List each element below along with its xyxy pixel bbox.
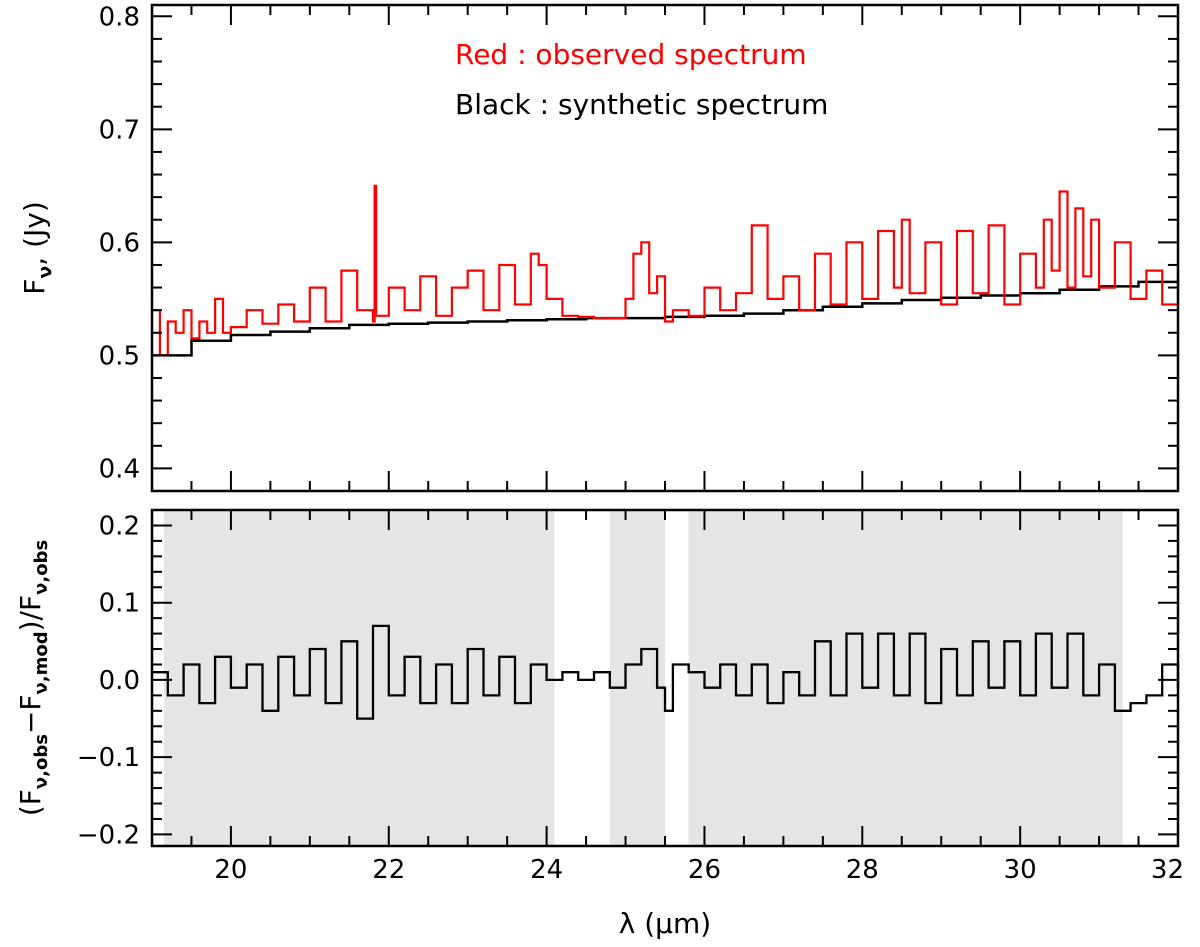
x-tick-label: 24 xyxy=(530,855,563,885)
bottom-y-tick-label: −0.1 xyxy=(77,743,140,773)
legend-synthetic: Black : synthetic spectrum xyxy=(455,88,828,121)
series-line-residual xyxy=(152,624,1180,720)
top-y-tick-label: 0.7 xyxy=(99,115,140,145)
bottom-plot-frame xyxy=(150,508,1180,848)
bottom-ylabel-text: (Fν,obs−Fν,mod)/Fν,obs xyxy=(14,540,52,816)
bottom-y-tick-label: 0.1 xyxy=(99,589,140,619)
top-series-layer xyxy=(152,184,1180,357)
top-panel: 0.40.50.60.70.8 Red : observed spectrum … xyxy=(18,2,1180,493)
top-y-tick-label: 0.6 xyxy=(99,228,140,258)
bottom-ticks-layer xyxy=(151,510,1179,846)
shaded-fit-region xyxy=(163,510,555,846)
series-line-observed-spectrum xyxy=(152,184,1180,357)
bottom-y-tick-label: 0.0 xyxy=(99,666,140,696)
shaded-fit-region xyxy=(609,510,665,846)
bottom-y-tick-label: 0.2 xyxy=(99,511,140,541)
x-tick-label: 32 xyxy=(1151,855,1184,885)
top-y-tick-label: 0.8 xyxy=(99,2,140,32)
top-ylabel: Fν, (Jy) xyxy=(18,201,56,295)
top-tick-labels-layer: 0.4 0.5 0.6 0.7 0.8 xyxy=(99,2,140,484)
top-ticks-layer xyxy=(151,5,1179,492)
top-y-tick-label: 0.5 xyxy=(99,341,140,371)
bottom-panel: −0.2 −0.1 0.0 0.1 0.2 20 22 24 26 28 30 32 λ (μm) (… xyxy=(14,508,1184,940)
x-tick-label: 26 xyxy=(688,855,721,885)
top-ylabel-text: Fν, (Jy) xyxy=(18,201,56,295)
bottom-y-tick-label: −0.2 xyxy=(77,820,140,850)
x-axis-title: λ (μm) xyxy=(619,907,711,940)
x-tick-label: 22 xyxy=(372,855,405,885)
top-y-tick-label: 0.4 xyxy=(99,454,140,484)
x-tick-label: 20 xyxy=(214,855,247,885)
bottom-series-layer xyxy=(152,624,1180,720)
top-plot-frame xyxy=(150,3,1180,493)
bottom-ylabel: (Fν,obs−Fν,mod)/Fν,obs xyxy=(14,540,52,816)
x-tick-label: 28 xyxy=(846,855,879,885)
shaded-regions-layer xyxy=(163,510,1123,846)
x-tick-label: 30 xyxy=(1004,855,1037,885)
bottom-tick-labels-layer: −0.2 −0.1 0.0 0.1 0.2 20 22 24 26 28 30 32 xyxy=(77,511,1184,885)
legend-observed: Red : observed spectrum xyxy=(455,38,807,71)
shaded-fit-region xyxy=(688,510,1123,846)
